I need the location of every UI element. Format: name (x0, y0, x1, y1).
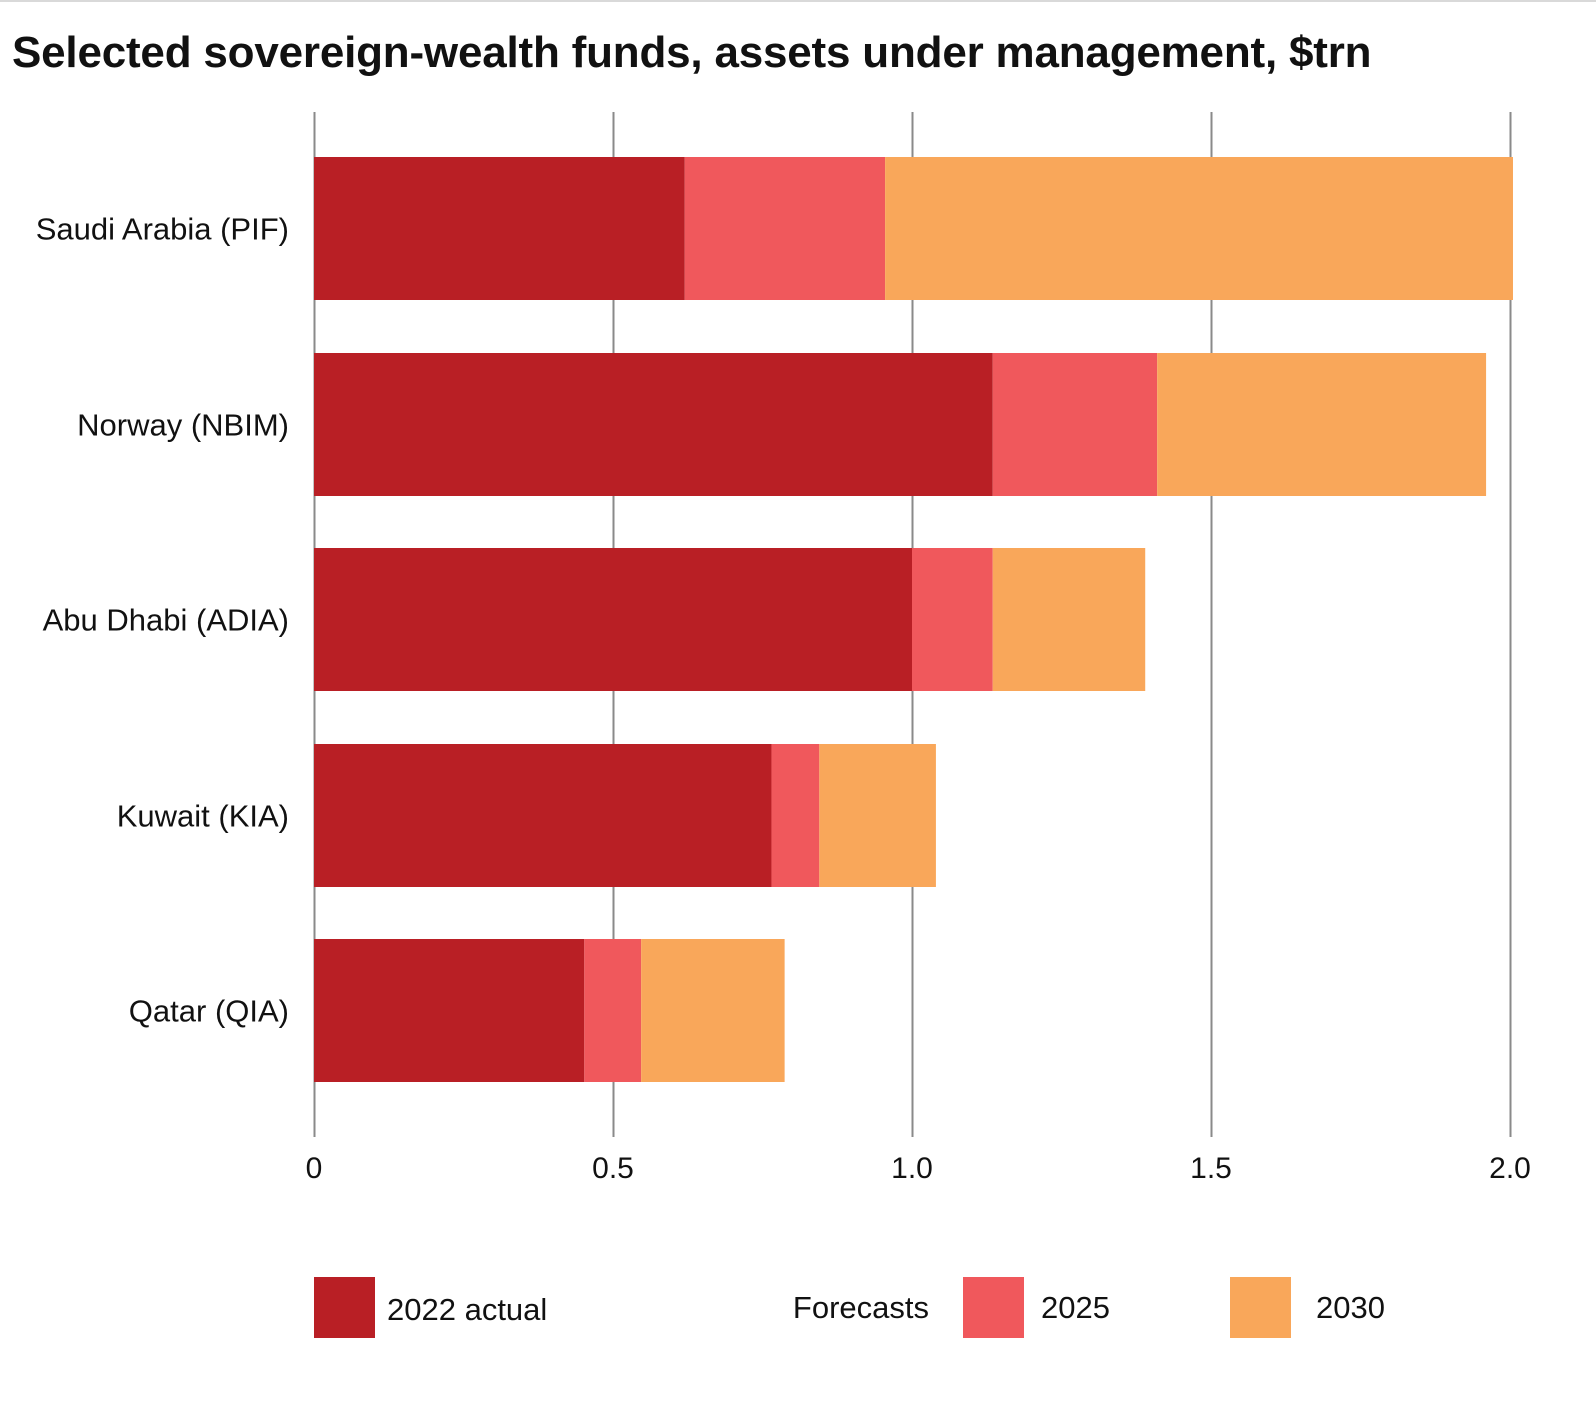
bar-1-series-2 (1157, 353, 1487, 496)
legend-swatch-0 (314, 1277, 375, 1338)
bar-3-series-2 (819, 744, 936, 887)
bar-4-series-2 (641, 939, 785, 1082)
bar-1-series-0 (314, 353, 993, 496)
bar-4-series-0 (314, 939, 585, 1082)
legend-swatch-1 (963, 1277, 1024, 1338)
category-label-0: Saudi Arabia (PIF) (36, 212, 289, 247)
category-label-3: Kuwait (KIA) (117, 799, 289, 834)
bar-4-series-1 (584, 939, 642, 1082)
legend-swatch-2 (1230, 1277, 1291, 1338)
top-rule (0, 0, 1596, 2)
x-tick-label-1: 0.5 (592, 1152, 634, 1185)
legend-group-label: Forecasts (793, 1290, 929, 1325)
bar-0-series-0 (314, 157, 685, 300)
bar-2-series-0 (314, 548, 912, 691)
category-label-1: Norway (NBIM) (77, 408, 289, 443)
bar-1-series-1 (992, 353, 1158, 496)
category-label-4: Qatar (QIA) (129, 994, 289, 1029)
x-tick-label-2: 1.0 (891, 1152, 933, 1185)
legend-label-0: 2022 actual (387, 1292, 547, 1327)
legend-label-2: 2030 (1316, 1290, 1385, 1325)
bar-0-series-1 (684, 157, 886, 300)
chart-title: Selected sovereign-wealth funds, assets … (12, 28, 1372, 77)
x-tick-label-0: 0 (306, 1152, 323, 1185)
bar-3-series-1 (771, 744, 820, 887)
bar-2-series-2 (992, 548, 1146, 691)
category-label-2: Abu Dhabi (ADIA) (43, 603, 289, 638)
bar-2-series-1 (912, 548, 993, 691)
legend-label-1: 2025 (1041, 1290, 1110, 1325)
x-tick-label-3: 1.5 (1190, 1152, 1232, 1185)
x-tick-label-4: 2.0 (1489, 1152, 1531, 1185)
bar-3-series-0 (314, 744, 772, 887)
bar-0-series-2 (885, 157, 1513, 300)
